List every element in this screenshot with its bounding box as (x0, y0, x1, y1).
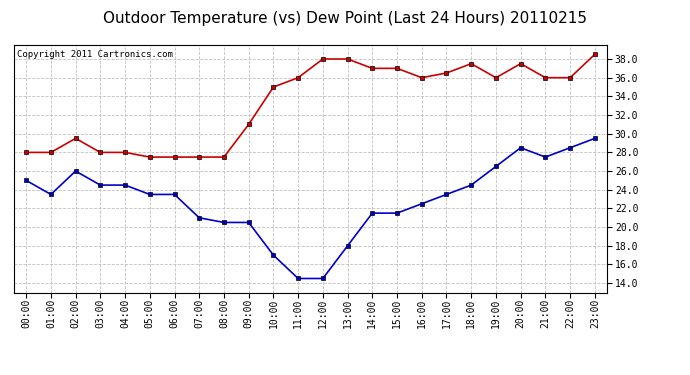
Text: Outdoor Temperature (vs) Dew Point (Last 24 Hours) 20110215: Outdoor Temperature (vs) Dew Point (Last… (103, 11, 587, 26)
Text: Copyright 2011 Cartronics.com: Copyright 2011 Cartronics.com (17, 50, 172, 59)
